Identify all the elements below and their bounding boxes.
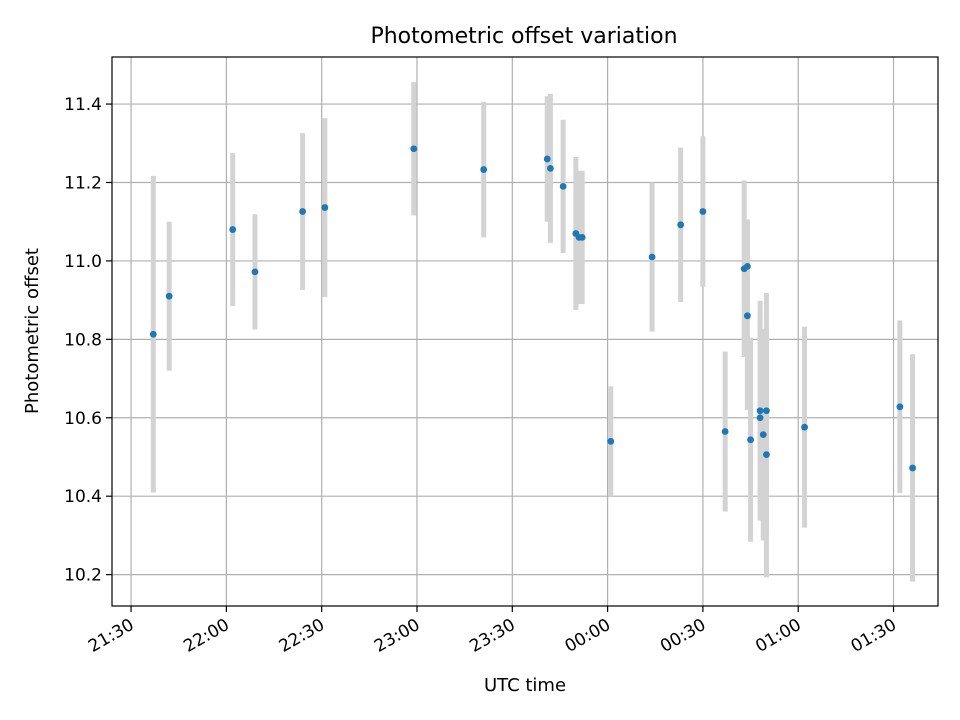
data-point [677, 221, 685, 229]
data-point [756, 414, 764, 422]
data-point [229, 226, 237, 233]
data-point [410, 145, 418, 153]
data-point [763, 407, 770, 415]
data-point [759, 431, 767, 439]
data-point [578, 233, 586, 241]
data-point [743, 312, 751, 320]
x-tick-label: 23:30 [466, 615, 518, 657]
data-point [756, 407, 764, 415]
data-point [165, 292, 173, 300]
y-tick-label: 11.4 [64, 95, 102, 115]
data-point [559, 183, 567, 190]
data-point [251, 268, 259, 276]
x-tick-label: 01:00 [752, 615, 804, 657]
data-point [648, 253, 656, 261]
y-tick-label: 11.0 [64, 252, 102, 272]
y-tick-label: 11.2 [64, 173, 102, 193]
data-point [743, 263, 751, 270]
y-tick-label: 10.4 [64, 487, 102, 507]
y-axis-ticks: 10.2 10.4 10.6 10.8 11.0 11.2 11.4 [64, 95, 112, 586]
data-point [547, 164, 554, 172]
plot-frame [111, 56, 939, 607]
y-axis-label: Photometric offset [22, 248, 43, 414]
data-points [149, 145, 916, 472]
grid [112, 57, 938, 606]
data-point [480, 166, 488, 173]
data-point [321, 204, 329, 211]
data-point [747, 436, 754, 444]
y-tick-label: 10.2 [64, 566, 102, 586]
data-point [299, 208, 307, 215]
x-tick-label: 23:00 [371, 615, 423, 657]
x-tick-label: 00:00 [562, 615, 614, 657]
x-tick-label: 22:30 [276, 615, 328, 657]
data-point [896, 403, 904, 411]
data-point [721, 428, 729, 435]
x-tick-label: 22:00 [180, 615, 232, 657]
data-point [909, 464, 916, 472]
data-point [699, 208, 707, 215]
x-axis-ticks: 21:30 22:00 22:30 23:00 23:30 00:00 00:30 01:00… [85, 606, 900, 657]
data-point [543, 155, 551, 163]
x-tick-label: 21:30 [85, 615, 137, 657]
x-tick-label: 00:30 [657, 615, 709, 657]
y-tick-label: 10.8 [64, 330, 102, 350]
data-point [149, 330, 157, 338]
chart-title: Photometric offset variation [370, 24, 677, 49]
y-tick-label: 10.6 [64, 409, 102, 429]
x-tick-label: 01:30 [848, 615, 900, 657]
data-point [801, 423, 808, 431]
x-axis-label: UTC time [484, 675, 566, 696]
data-point [607, 437, 615, 445]
data-point [763, 451, 770, 459]
